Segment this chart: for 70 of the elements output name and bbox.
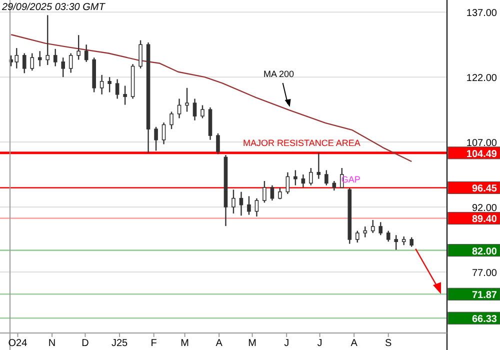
candlestick <box>84 44 88 63</box>
candlestick <box>270 184 274 202</box>
y-tick-label: 77.00 <box>472 268 498 279</box>
candlestick <box>138 40 142 70</box>
ref-line-label: 89.40 <box>472 214 498 226</box>
annotation: MAJOR RESISTANCE AREA <box>243 138 360 148</box>
x-tick-label: A <box>350 338 358 349</box>
y-tick-label: 137.00 <box>466 8 498 20</box>
line-series <box>10 34 412 162</box>
x-tick-label: J <box>317 338 322 349</box>
candlestick <box>286 172 290 195</box>
candlestick <box>332 180 336 192</box>
candlestick <box>68 52 73 74</box>
candlestick <box>262 180 266 204</box>
candlestick <box>363 226 368 238</box>
text: MA 200 <box>264 68 294 79</box>
candlestick <box>378 222 383 236</box>
candlestick <box>370 219 375 234</box>
candlestick <box>115 78 120 100</box>
x-tick-label: D <box>82 338 89 349</box>
candlestick <box>278 186 282 200</box>
candlestick <box>200 104 204 119</box>
candlestick <box>162 122 166 145</box>
ref-line-label: 96.45 <box>472 184 498 195</box>
y-tick-label: 107.00 <box>466 138 498 150</box>
x-tick-label: J25 <box>111 338 128 349</box>
y-tick-label: 122.00 <box>466 73 498 84</box>
candlestick <box>100 74 104 95</box>
candlestick <box>30 52 34 72</box>
candlestick <box>294 170 298 186</box>
ref-line-label: 82.00 <box>472 246 498 258</box>
ref-line-label: 71.87 <box>472 290 498 302</box>
ref-line-label: 104.49 <box>466 148 498 160</box>
y-tick-label: 92.00 <box>472 202 498 214</box>
x-tick-label: N <box>48 338 56 349</box>
x-tick-label: F <box>150 338 157 349</box>
candlestick <box>38 50 42 67</box>
candlestick <box>410 236 414 248</box>
candlestick <box>324 170 328 186</box>
x-tick-label: M <box>248 338 256 349</box>
x-tick-label: J <box>284 338 290 349</box>
candlestick <box>309 167 313 186</box>
candlestick <box>108 76 112 93</box>
candlestick <box>239 191 244 216</box>
candlestick <box>177 98 182 119</box>
candlestick <box>53 48 58 67</box>
candlestick <box>254 198 259 218</box>
candlestick <box>232 189 236 214</box>
candlestick <box>216 132 220 155</box>
candlestick <box>386 230 390 242</box>
x-tick-label: M <box>180 338 189 349</box>
candlestick <box>76 34 80 60</box>
candlestick <box>185 87 189 112</box>
candlestick <box>123 85 127 106</box>
candlestick <box>247 196 251 216</box>
candlestick <box>192 98 197 121</box>
candlestick <box>316 152 321 180</box>
candlestick <box>301 174 306 188</box>
x-tick-label: O24 <box>8 338 28 349</box>
ref-line-label: 66.33 <box>472 314 498 326</box>
candlestick <box>355 230 360 244</box>
candlestick <box>61 56 66 78</box>
chart-subtitle: 29/09/2025 03:30 GMT <box>1 2 106 13</box>
candlestick <box>394 234 398 250</box>
candlestick <box>170 111 174 130</box>
x-tick-label: S <box>385 338 392 349</box>
x-tick-label: A <box>216 338 223 349</box>
candlestick <box>22 52 26 74</box>
candlestick <box>154 126 158 152</box>
candlestick <box>46 14 50 66</box>
